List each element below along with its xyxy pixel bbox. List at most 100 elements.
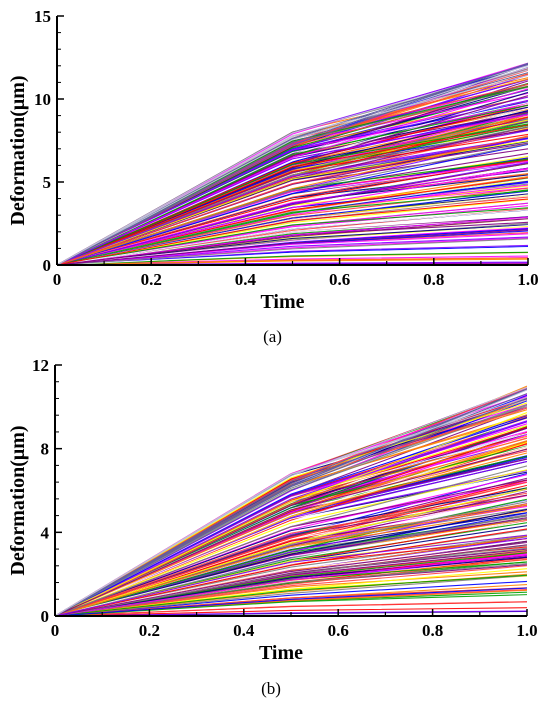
chart-b-svg: 0 0.2 0.4 0.6 0.8 1.0 0 4 8 12 Time Deformation(μm)…	[7, 356, 538, 698]
chart-a-series-line	[57, 138, 528, 265]
chart-a-x-tick-label: 0.6	[329, 270, 350, 289]
chart-b-series-line	[55, 553, 527, 616]
chart-a-series-line	[57, 62, 528, 265]
chart-a-series-line	[57, 247, 528, 265]
chart-a-series-line	[57, 224, 528, 265]
chart-b-y-axis-title: Deformation(μm)	[7, 425, 29, 575]
chart-a-series-line	[57, 135, 528, 265]
chart-a-series-line	[57, 158, 528, 265]
chart-a-series-line	[57, 190, 528, 265]
chart-b-series-line	[55, 421, 527, 616]
chart-a-y-tick-label: 5	[43, 173, 52, 192]
chart-b-series-line	[55, 535, 527, 616]
chart-a-x-tick-label: 0.8	[423, 270, 444, 289]
chart-a-series-line	[57, 123, 528, 265]
chart-b-series-line	[55, 580, 527, 616]
chart-a-y-axis-title: Deformation(μm)	[7, 75, 29, 225]
chart-a-series-line	[57, 198, 528, 265]
chart-a-series-line	[57, 104, 528, 265]
chart-b-y-tick-label: 4	[41, 523, 50, 542]
chart-a-series-group	[57, 62, 528, 265]
chart-b-series-line	[55, 386, 527, 616]
chart-b-series-line	[55, 488, 527, 616]
chart-b-series-line	[55, 417, 527, 616]
chart-b-panel-label: (b)	[261, 679, 281, 698]
chart-b-x-axis-title: Time	[259, 642, 303, 664]
chart-a-series-line	[57, 168, 528, 265]
chart-b-series-line	[55, 416, 527, 616]
chart-a-y-tick-label: 0	[43, 256, 52, 275]
chart-b-series-line	[55, 462, 527, 616]
chart-a-x-tick-label: 0.2	[141, 270, 162, 289]
chart-a-series-line	[57, 143, 528, 265]
chart-a-series-line	[57, 207, 528, 265]
chart-b-series-line	[55, 575, 527, 616]
chart-a-series-line	[57, 136, 528, 265]
chart-b-series-line	[55, 574, 527, 616]
chart-b-series-line	[55, 508, 527, 616]
chart-b-series-line	[55, 412, 527, 616]
chart-b-y-tick-label: 0	[41, 607, 50, 626]
chart-a-svg: 0 0.2 0.4 0.6 0.8 1.0 0 5 10 15 Time Deformation(μm…	[7, 7, 539, 346]
chart-b-x-tick-label: 0.6	[328, 621, 349, 640]
chart-b-series-group	[55, 385, 527, 616]
chart-b-x-tick-label: 1.0	[516, 621, 537, 640]
chart-b-x-tick-label: 0.8	[422, 621, 443, 640]
chart-b-y-tick-label: 12	[32, 356, 49, 375]
chart-b-series-line	[55, 469, 527, 616]
chart-a-x-axis-title: Time	[260, 291, 304, 313]
chart-b-y-tick-label: 8	[41, 440, 50, 459]
chart-a-series-line	[57, 209, 528, 265]
chart-a-panel-label: (a)	[263, 327, 282, 346]
chart-a-series-line	[57, 224, 528, 265]
chart-b-series-line	[55, 484, 527, 616]
chart-a-series-line	[57, 236, 528, 265]
chart-b-x-tick-label: 0	[51, 621, 60, 640]
chart-b-series-line	[55, 389, 527, 616]
chart-panel-a: 0 0.2 0.4 0.6 0.8 1.0 0 5 10 15 Time Deformation(μm…	[0, 0, 550, 350]
chart-b-series-line	[55, 544, 527, 616]
chart-b-series-line	[55, 504, 527, 616]
chart-b-series-line	[55, 607, 527, 616]
chart-b-series-line	[55, 452, 527, 616]
chart-b-series-line	[55, 481, 527, 616]
chart-a-x-tick-label: 1.0	[517, 270, 538, 289]
chart-a-series-line	[57, 190, 528, 265]
chart-b-series-line	[55, 397, 527, 616]
chart-a-series-line	[57, 124, 528, 265]
chart-a-series-line	[57, 257, 528, 265]
chart-a-x-tick-label: 0	[53, 270, 62, 289]
chart-b-series-line	[55, 487, 527, 616]
chart-b-series-line	[55, 601, 527, 616]
chart-b-series-line	[55, 587, 527, 616]
chart-a-series-line	[57, 187, 528, 265]
chart-a-series-line	[57, 113, 528, 265]
chart-a-series-line	[57, 218, 528, 265]
chart-a-series-line	[57, 74, 528, 265]
chart-b-series-line	[55, 563, 527, 616]
chart-b-x-tick-label: 0.4	[233, 621, 255, 640]
chart-b-series-line	[55, 556, 527, 616]
chart-a-series-line	[57, 229, 528, 265]
chart-b-x-tick-label: 0.2	[139, 621, 160, 640]
chart-a-x-tick-label: 0.4	[235, 270, 257, 289]
chart-b-series-line	[55, 448, 527, 616]
chart-b-series-line	[55, 534, 527, 616]
chart-a-series-line	[57, 198, 528, 265]
chart-a-y-tick-label: 15	[34, 7, 51, 26]
chart-b-series-line	[55, 528, 527, 616]
chart-a-series-line	[57, 251, 528, 265]
chart-a-series-line	[57, 177, 528, 265]
chart-b-series-line	[55, 541, 527, 616]
chart-a-series-line	[57, 238, 528, 265]
chart-a-series-line	[57, 161, 528, 265]
chart-a-y-tick-label: 10	[34, 90, 51, 109]
chart-b-series-line	[55, 421, 527, 616]
chart-panel-b: 0 0.2 0.4 0.6 0.8 1.0 0 4 8 12 Time Deformation(μm)…	[0, 350, 550, 702]
chart-b-series-line	[55, 594, 527, 616]
chart-b-series-line	[55, 405, 527, 616]
chart-a-series-line	[57, 64, 528, 265]
chart-a-series-line	[57, 205, 528, 265]
chart-a-series-line	[57, 133, 528, 265]
chart-a-series-line	[57, 96, 528, 265]
